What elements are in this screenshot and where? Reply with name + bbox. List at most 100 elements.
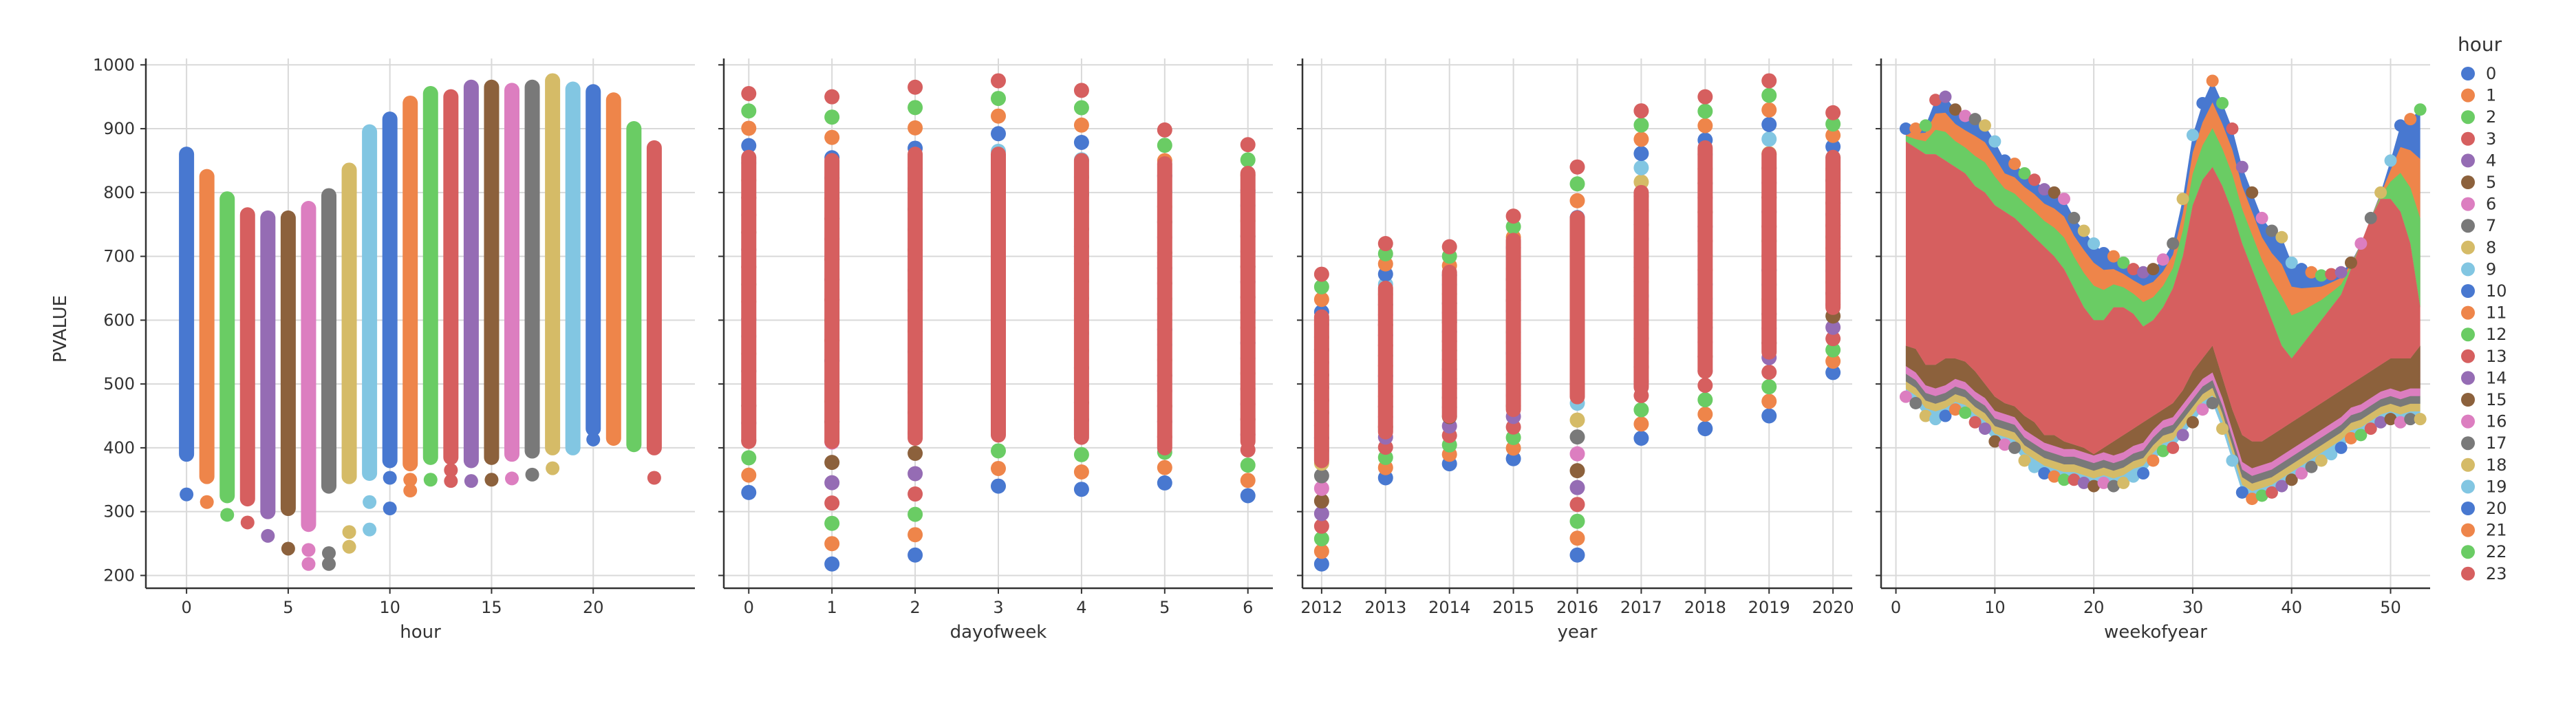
point (1761, 364, 1777, 380)
point (2354, 237, 2368, 250)
point (1998, 438, 2011, 451)
point (2008, 441, 2021, 454)
point (1313, 468, 1329, 484)
legend-marker (2461, 393, 2475, 407)
point (1919, 119, 1932, 132)
point (2186, 129, 2199, 142)
data-marks (741, 73, 1256, 572)
point (2117, 256, 2130, 269)
point (1939, 90, 1952, 103)
legend: hour 01234567891011121314151617181920212… (2458, 33, 2507, 583)
point (908, 506, 923, 522)
legend-item: 10 (2461, 281, 2507, 301)
point (2127, 263, 2140, 276)
point (2127, 470, 2140, 483)
point (824, 495, 840, 511)
point (2028, 173, 2041, 186)
x-tick-label: 0 (181, 598, 191, 617)
point (2414, 103, 2427, 116)
legend-marker (2461, 349, 2475, 363)
legend-marker (2461, 67, 2475, 80)
point (1313, 292, 1329, 308)
point (824, 475, 840, 491)
x-axis-label: year (1557, 622, 1597, 643)
point (2295, 263, 2308, 276)
point (2235, 486, 2248, 499)
point (2077, 476, 2090, 489)
point (261, 528, 275, 543)
point (1761, 102, 1777, 118)
point (403, 484, 418, 498)
point (1157, 460, 1172, 475)
point (1569, 463, 1585, 479)
x-tick-label: 0 (1891, 598, 1901, 617)
point (363, 495, 377, 509)
legend-marker (2461, 327, 2475, 342)
x-tick-label: 10 (379, 598, 400, 617)
point (2295, 467, 2308, 480)
legend-label: 21 (2486, 521, 2507, 540)
point (908, 547, 923, 563)
x-tick-label: 2 (910, 598, 920, 617)
point (2344, 256, 2357, 269)
point (1761, 379, 1777, 395)
legend-marker (2461, 523, 2475, 537)
point (1569, 159, 1585, 175)
point (908, 527, 923, 543)
point (1949, 403, 1962, 416)
point (1240, 458, 1256, 473)
legend-label: 16 (2486, 412, 2507, 431)
legend-marker (2461, 566, 2475, 581)
point (1157, 122, 1172, 138)
area-band-lower-4 (1905, 345, 2421, 469)
x-tick-label: 4 (1076, 598, 1086, 617)
point (1569, 513, 1585, 529)
point (2226, 122, 2239, 136)
legend-label: 2 (2486, 107, 2496, 127)
point (1909, 396, 1922, 409)
point (908, 100, 923, 116)
point (1919, 409, 1932, 422)
point (2058, 473, 2070, 486)
point (1313, 506, 1329, 521)
point (741, 120, 757, 136)
point (1441, 239, 1457, 255)
point (1569, 412, 1585, 428)
point (2167, 237, 2180, 250)
x-tick-label: 10 (1984, 598, 2006, 617)
point (1968, 113, 1982, 126)
legend-marker (2461, 219, 2475, 233)
point (2246, 493, 2259, 506)
legend-marker (2461, 545, 2475, 559)
legend-item: 12 (2461, 325, 2507, 344)
point (1825, 116, 1841, 132)
x-tick-label: 20 (583, 598, 604, 617)
point (1825, 127, 1841, 143)
legend-marker (2461, 305, 2475, 320)
x-tick-label: 2016 (1556, 598, 1598, 617)
y-tick-label: 600 (103, 310, 135, 330)
point (1505, 440, 1521, 456)
point (991, 460, 1006, 476)
point (2325, 268, 2338, 281)
point (1697, 118, 1713, 133)
point (464, 474, 478, 488)
panel-hour: 0 5 10 15 20 hour 200 300 400 500 600 700 800 900 1000 (93, 55, 695, 643)
point (1569, 530, 1585, 546)
point (741, 86, 757, 102)
x-tick-label: 1 (827, 598, 837, 617)
panel-dayofweek: 0 1 2 3 4 5 6 dayofweek (718, 58, 1273, 643)
point (180, 487, 194, 502)
point (2038, 183, 2051, 196)
point (301, 543, 316, 557)
point (2176, 193, 2189, 206)
point (2048, 186, 2061, 199)
x-axis-label: hour (400, 622, 441, 643)
legend-label: 8 (2486, 238, 2496, 257)
legend-item: 15 (2461, 390, 2507, 409)
point (2206, 396, 2219, 409)
legend-marker (2461, 414, 2475, 429)
legend-label: 9 (2486, 259, 2496, 279)
point (1959, 109, 1972, 122)
point (1761, 394, 1777, 409)
